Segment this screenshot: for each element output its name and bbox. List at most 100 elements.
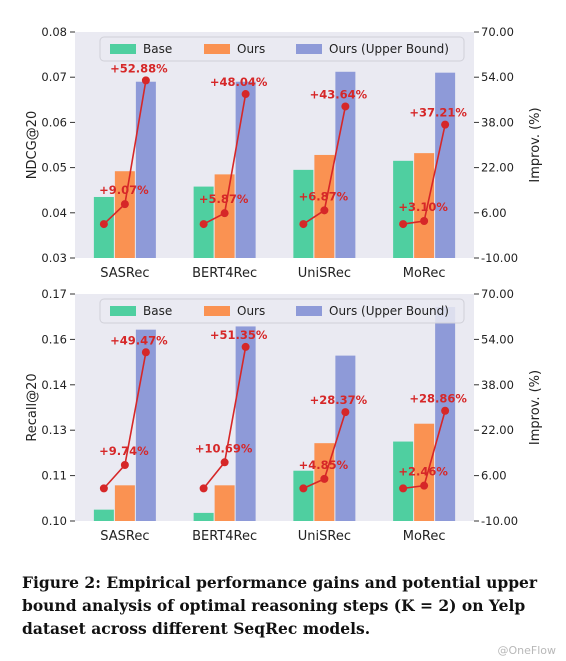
chart2-legend-swatch-ours bbox=[204, 306, 230, 316]
chart1-improv-point-0-2 bbox=[141, 76, 150, 85]
chart2-improv-label-ours-0: +9.74% bbox=[99, 444, 149, 458]
chart2-bar-ours-1 bbox=[214, 485, 235, 521]
chart2-bar-base-3 bbox=[393, 441, 414, 521]
chart2-improv-point-1-0 bbox=[199, 484, 208, 493]
chart2-improv-label-ours-3: +2.46% bbox=[398, 465, 448, 479]
chart1-improv-point-3-1 bbox=[420, 216, 429, 225]
chart1-improv-label-ours-1: +5.87% bbox=[199, 192, 249, 206]
chart2-bar-base-2 bbox=[293, 470, 314, 521]
chart1-ytick-label-3: 0.06 bbox=[41, 115, 67, 129]
chart2-xtick-label-0: SASRec bbox=[100, 529, 149, 544]
chart1-bar-upper-3 bbox=[435, 72, 456, 259]
chart2-ytick-label-2: 0.13 bbox=[41, 423, 67, 437]
chart2-ytick-label-4: 0.16 bbox=[41, 332, 67, 346]
chart2-improv-label-ours-2: +4.85% bbox=[299, 458, 349, 472]
chart1-improv-label-upper-2: +43.64% bbox=[310, 87, 368, 101]
chart1-bar-upper-1 bbox=[235, 81, 256, 258]
chart1-ylabel: NDCG@20 bbox=[25, 111, 40, 179]
chart1-y2tick-label-5: 70.00 bbox=[481, 25, 514, 39]
chart2-improv-point-1-1 bbox=[220, 458, 229, 467]
chart1-ytick-label-2: 0.05 bbox=[41, 161, 67, 175]
chart2-bar-base-0 bbox=[93, 509, 114, 521]
chart2-improv-point-1-2 bbox=[241, 342, 250, 351]
chart2-improv-label-upper-0: +49.47% bbox=[110, 333, 168, 347]
chart1-ytick-label-4: 0.07 bbox=[41, 70, 67, 84]
chart1-y2tick-label-0: -10.00 bbox=[481, 251, 518, 265]
chart1-bar-upper-0 bbox=[135, 81, 156, 258]
figure-caption: Figure 2: Empirical performance gains an… bbox=[22, 573, 538, 638]
chart1-legend-swatch-ours bbox=[204, 44, 230, 54]
chart2-y2tick-label-5: 70.00 bbox=[481, 287, 514, 301]
chart1-improv-point-1-1 bbox=[220, 209, 229, 218]
chart2-improv-point-3-2 bbox=[441, 406, 450, 415]
chart1-bar-ours-0 bbox=[114, 171, 135, 258]
chart2-bar-ours-3 bbox=[414, 423, 435, 521]
chart2-ytick-label-1: 0.11 bbox=[41, 469, 67, 483]
chart1-y2tick-label-4: 54.00 bbox=[481, 70, 514, 84]
chart2-ytick-label-0: 0.10 bbox=[41, 514, 67, 528]
chart2-y2tick-label-3: 38.00 bbox=[481, 378, 514, 392]
chart2-bar-upper-0 bbox=[135, 329, 156, 521]
chart1-improv-label-upper-3: +37.21% bbox=[409, 106, 467, 120]
chart2-xtick-label-2: UniSRec bbox=[298, 529, 351, 544]
chart2-xtick-label-1: BERT4Rec bbox=[192, 529, 257, 544]
chart1-y2label: Improv. (%) bbox=[528, 107, 543, 182]
chart2-ytick-label-3: 0.14 bbox=[41, 378, 67, 392]
chart2-improv-point-2-2 bbox=[341, 408, 350, 417]
chart2-improv-label-upper-3: +28.86% bbox=[409, 392, 467, 406]
chart2-improv-point-0-1 bbox=[120, 460, 129, 469]
chart1-xtick-label-2: UniSRec bbox=[298, 266, 351, 281]
chart2-y2tick-label-4: 54.00 bbox=[481, 332, 514, 346]
chart2-improv-label-upper-2: +28.37% bbox=[310, 393, 368, 407]
chart1-improv-point-1-0 bbox=[199, 220, 208, 229]
chart2-bar-upper-1 bbox=[235, 326, 256, 521]
chart1-legend-box bbox=[99, 36, 465, 62]
chart1-legend-label-ours: Ours bbox=[237, 42, 265, 56]
chart1-y2tick-label-1: 6.00 bbox=[481, 206, 507, 220]
chart2-improv-label-upper-1: +51.35% bbox=[210, 328, 268, 342]
chart1-legend-label-base: Base bbox=[143, 42, 172, 56]
chart1-ytick-label-5: 0.08 bbox=[41, 25, 67, 39]
chart1-bar-base-3 bbox=[393, 160, 414, 258]
chart1-xtick-label-1: BERT4Rec bbox=[192, 266, 257, 281]
chart1-improv-label-upper-0: +52.88% bbox=[110, 61, 168, 75]
chart2-improv-point-0-0 bbox=[99, 484, 108, 493]
figure-charts: +9.07% +52.88% +5.87% +48.04% +6.87% +43.64% +… bbox=[25, 25, 543, 544]
chart1-bar-upper-2 bbox=[335, 71, 356, 258]
chart2-xtick-label-3: MoRec bbox=[403, 529, 446, 544]
chart1-legend-swatch-upper bbox=[296, 44, 322, 54]
chart1-improv-label-ours-2: +6.87% bbox=[299, 189, 349, 203]
chart1-ytick-label-0: 0.03 bbox=[41, 251, 67, 265]
chart2-legend-label-upper: Ours (Upper Bound) bbox=[329, 304, 449, 318]
chart1-legend-swatch-base bbox=[110, 44, 136, 54]
chart2-legend-label-ours: Ours bbox=[237, 304, 265, 318]
chart2-y2label: Improv. (%) bbox=[528, 370, 543, 445]
chart2-ylabel: Recall@20 bbox=[25, 373, 40, 441]
chart1-improv-point-2-0 bbox=[299, 220, 308, 229]
chart1-y2tick-label-2: 22.00 bbox=[481, 161, 514, 175]
chart1-improv-label-upper-1: +48.04% bbox=[210, 75, 268, 89]
chart2-bar-upper-2 bbox=[335, 355, 356, 521]
watermark: @OneFlow bbox=[497, 644, 556, 657]
chart2-y2tick-label-1: 6.00 bbox=[481, 469, 507, 483]
chart2-improv-point-2-1 bbox=[320, 474, 329, 483]
chart1-bar-ours-3 bbox=[414, 153, 435, 258]
chart2-improv-point-2-0 bbox=[299, 484, 308, 493]
chart1-improv-point-1-2 bbox=[241, 90, 250, 99]
chart2-bar-base-1 bbox=[193, 512, 214, 521]
chart2-legend-swatch-base bbox=[110, 306, 136, 316]
chart1-y2tick-label-3: 38.00 bbox=[481, 115, 514, 129]
chart2-legend-box bbox=[99, 298, 465, 324]
chart1-improv-point-3-0 bbox=[399, 220, 408, 229]
chart1-ytick-label-1: 0.04 bbox=[41, 206, 67, 220]
chart1-xtick-label-0: SASRec bbox=[100, 266, 149, 281]
chart2-bar-ours-0 bbox=[114, 485, 135, 521]
chart2-improv-point-3-0 bbox=[399, 484, 408, 493]
chart1-improv-point-0-1 bbox=[120, 200, 129, 209]
chart2-y2tick-label-0: -10.00 bbox=[481, 514, 518, 528]
chart1-improv-point-2-1 bbox=[320, 206, 329, 215]
chart1-improv-point-0-0 bbox=[99, 220, 108, 229]
chart1-improv-point-3-2 bbox=[441, 120, 450, 129]
chart1-improv-point-2-2 bbox=[341, 102, 350, 111]
chart2-legend-label-base: Base bbox=[143, 304, 172, 318]
